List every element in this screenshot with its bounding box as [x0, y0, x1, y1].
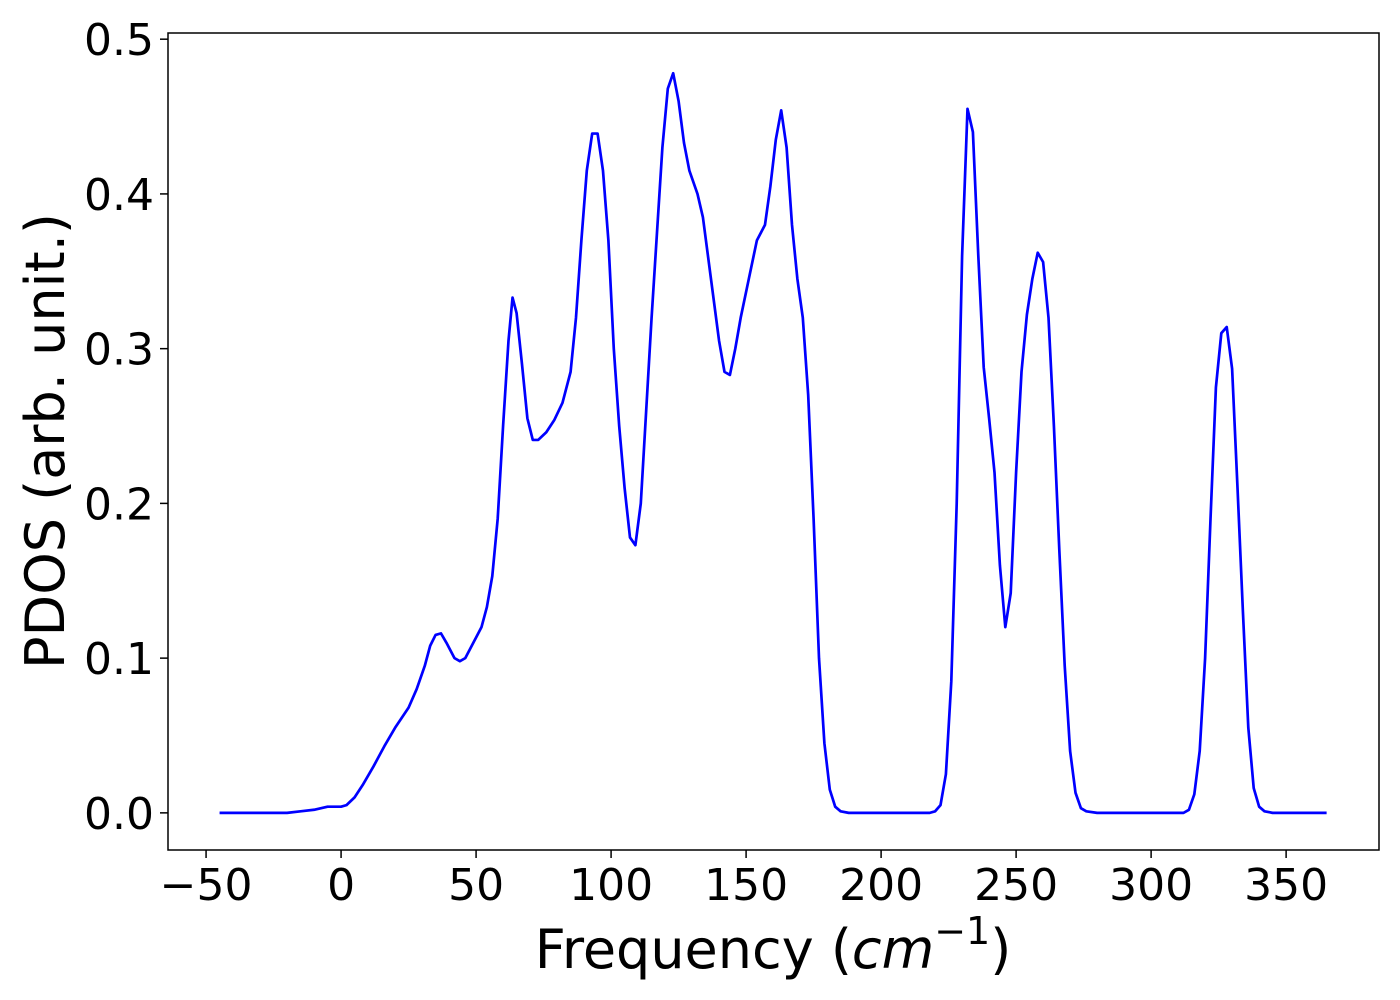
y-tick-label: 0.2 — [84, 479, 154, 530]
y-axis-label: PDOS (arb. unit.) — [14, 213, 77, 669]
y-tick-label: 0.1 — [84, 634, 154, 685]
y-tick-label: 0.0 — [84, 789, 154, 840]
x-tick-label: 50 — [448, 860, 504, 911]
x-label-exponent: −1 — [934, 909, 990, 953]
x-tick-label: −50 — [160, 860, 253, 911]
line-series — [219, 71, 1327, 815]
x-tick-label: 350 — [1244, 860, 1328, 911]
x-tick-label: 150 — [704, 860, 788, 911]
y-tick-label: 0.5 — [84, 15, 154, 66]
x-tick-label: 100 — [569, 860, 653, 911]
y-tick-label: 0.4 — [84, 170, 154, 221]
x-tick-label: 200 — [839, 860, 923, 911]
x-axis-label: Frequency (cm−1) — [535, 909, 1012, 981]
x-tick-label: 0 — [327, 860, 355, 911]
plot-frame — [167, 32, 1380, 851]
x-label-close: ) — [990, 918, 1011, 981]
x-label-text: Frequency ( — [535, 918, 852, 981]
x-tick-label: 250 — [974, 860, 1058, 911]
x-tick-label: 300 — [1109, 860, 1193, 911]
y-tick-label: 0.3 — [84, 325, 154, 376]
x-label-unit: cm — [852, 918, 934, 981]
